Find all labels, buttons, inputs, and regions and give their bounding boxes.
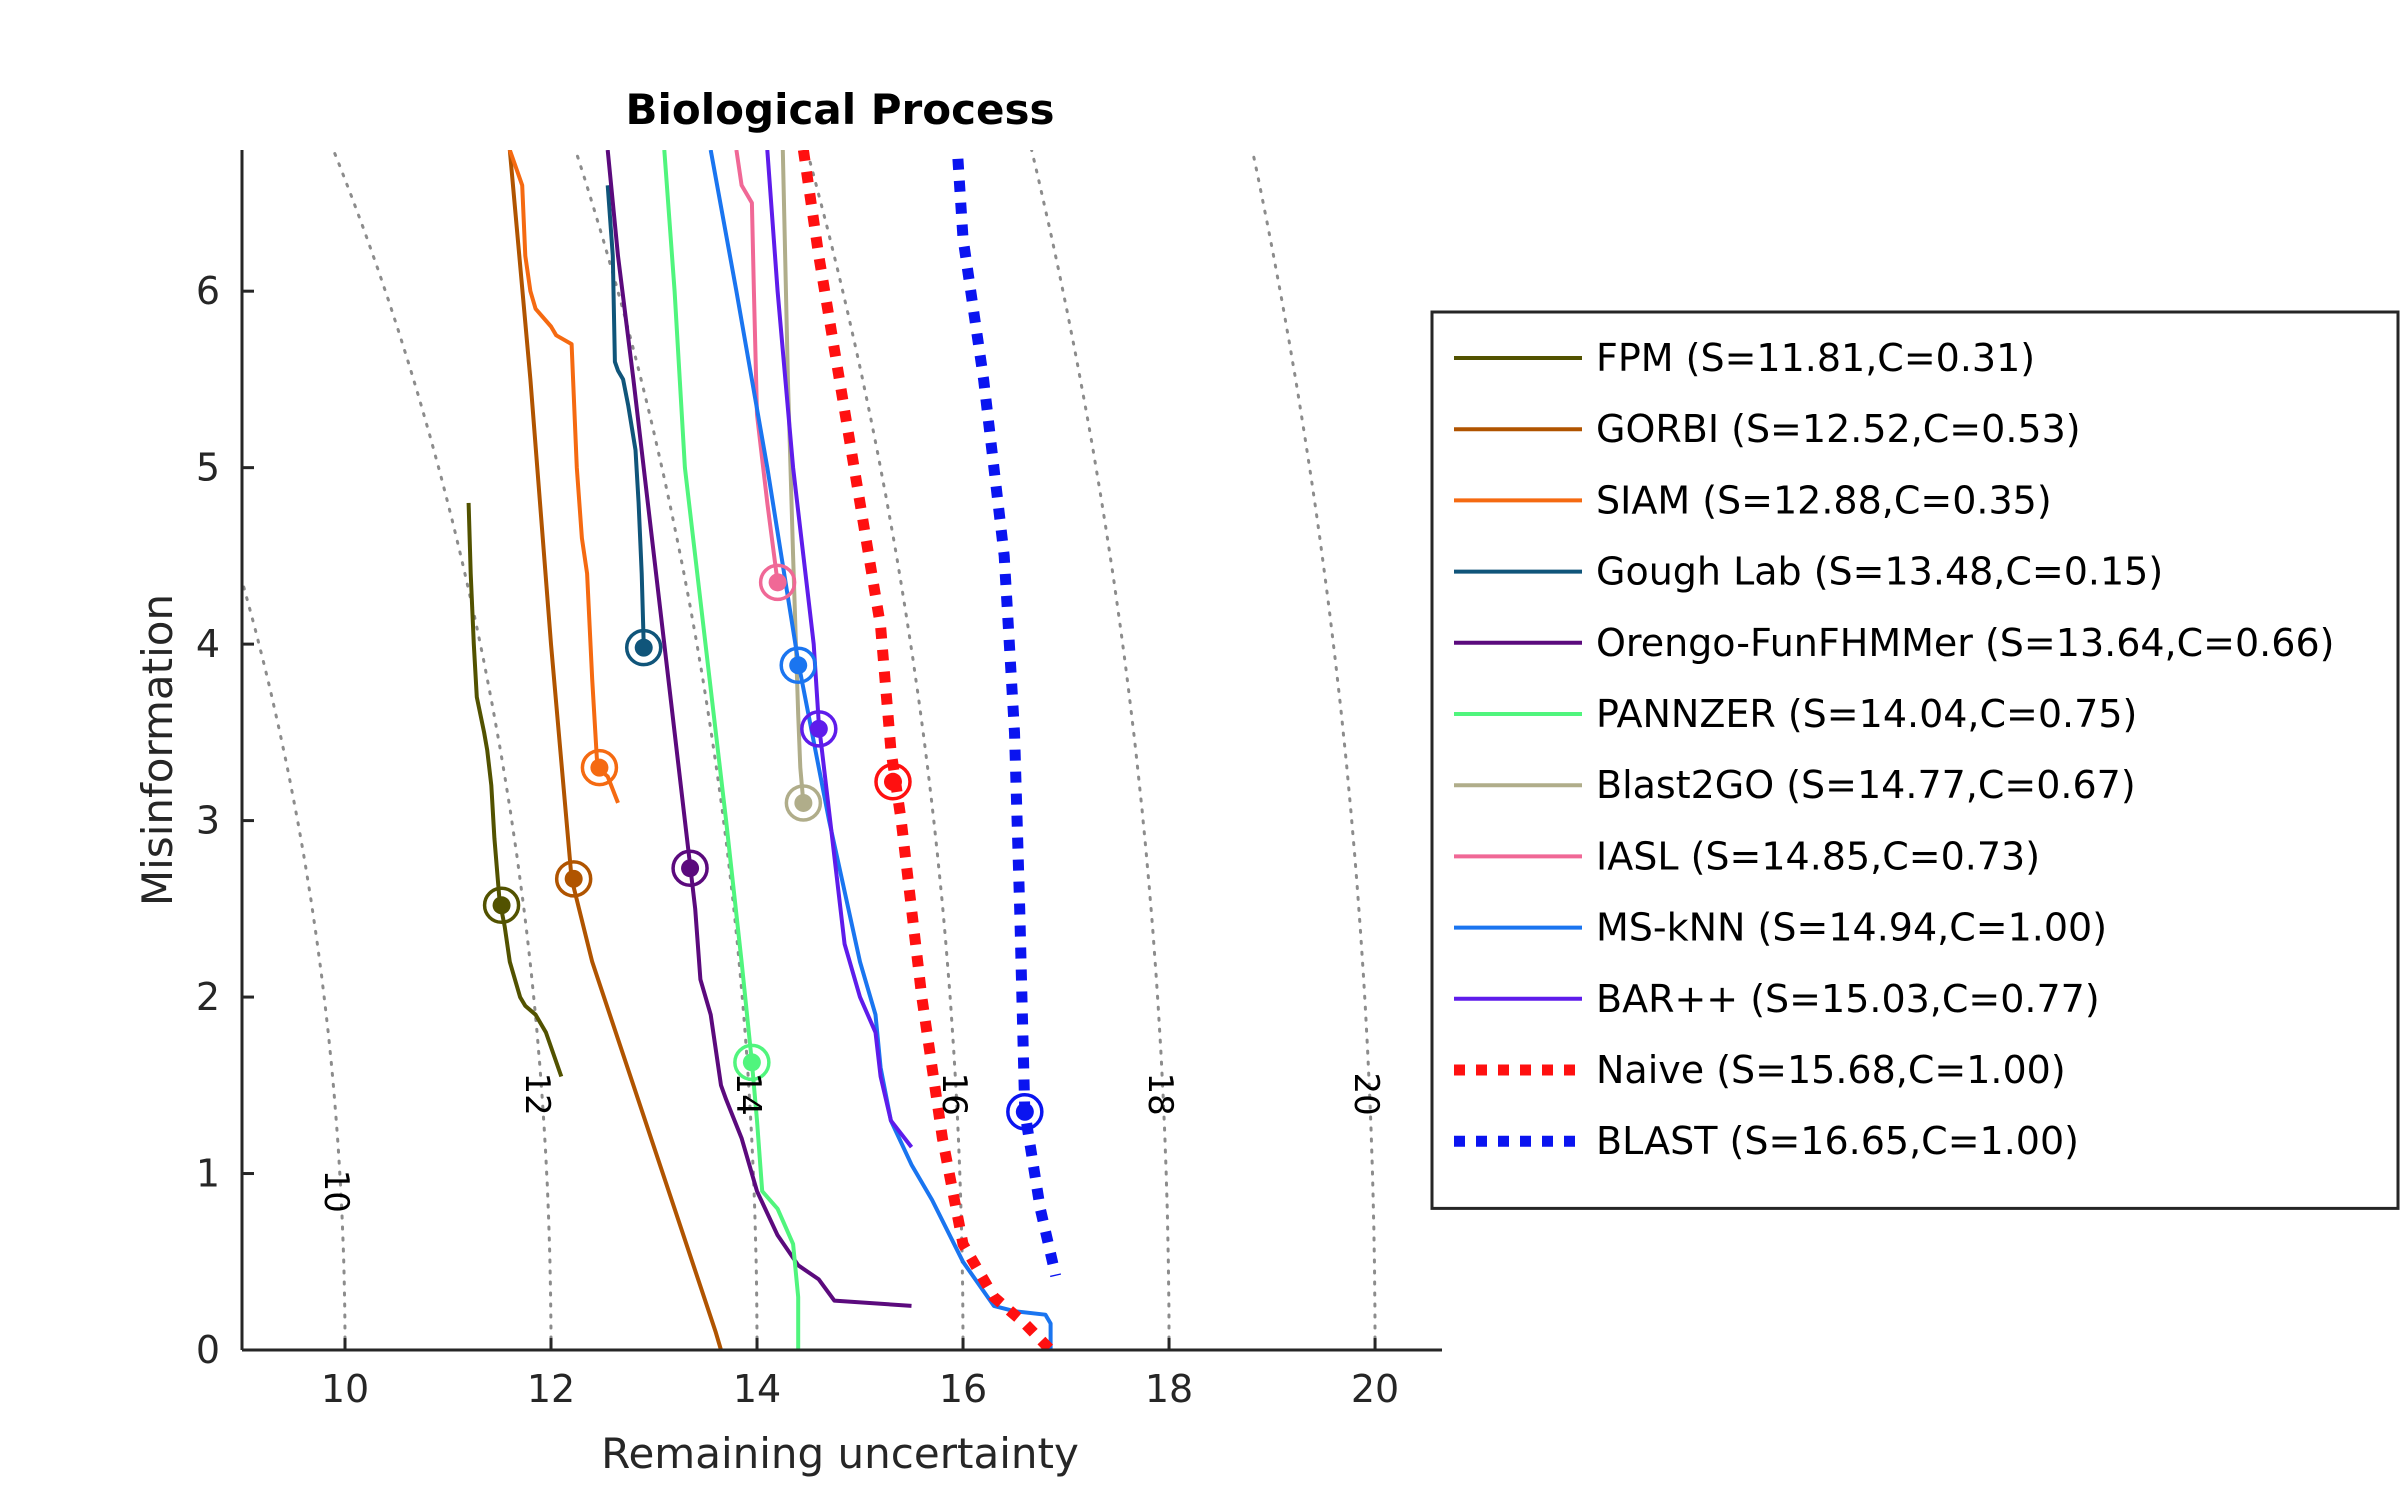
contour-label-20: 20 bbox=[1346, 1072, 1386, 1115]
chart-title: Biological Process bbox=[626, 85, 1055, 134]
y-tick-label-5: 5 bbox=[196, 446, 220, 490]
series-line-10 bbox=[765, 150, 914, 1149]
series-line-8 bbox=[734, 150, 780, 583]
legend-label-5: Orengo-FunFHMMer (S=13.64,C=0.66) bbox=[1596, 621, 2334, 665]
series-marker-10 bbox=[800, 710, 838, 748]
series-marker-7 bbox=[784, 784, 823, 822]
y-tick-label-6: 6 bbox=[196, 269, 220, 313]
contour-16 bbox=[805, 150, 965, 1350]
series-marker-2 bbox=[554, 860, 593, 898]
legend-label-1: FPM (S=11.81,C=0.31) bbox=[1596, 336, 2035, 380]
legend-label-3: SIAM (S=12.88,C=0.35) bbox=[1596, 478, 2052, 522]
iso-contour-layer bbox=[242, 150, 1377, 1350]
legend-label-11: Naive (S=15.68,C=1.00) bbox=[1596, 1048, 2066, 1092]
contour-label-18: 18 bbox=[1140, 1072, 1180, 1115]
legend-box bbox=[1430, 310, 2400, 1210]
contour-20 bbox=[1250, 150, 1377, 1350]
series-line-2 bbox=[507, 150, 723, 1350]
contour-label-14: 14 bbox=[728, 1072, 768, 1115]
y-tick-label-4: 4 bbox=[196, 622, 220, 666]
legend-label-9: MS-kNN (S=14.94,C=1.00) bbox=[1596, 906, 2107, 950]
series-marker-5 bbox=[671, 849, 709, 887]
series-marker-12 bbox=[1006, 1093, 1044, 1131]
contour-18 bbox=[1030, 150, 1171, 1350]
y-tick-label-1: 1 bbox=[196, 1152, 220, 1196]
x-tick-label-10: 10 bbox=[321, 1367, 369, 1411]
legend-label-12: BLAST (S=16.65,C=1.00) bbox=[1596, 1119, 2079, 1163]
contour-label-16: 16 bbox=[934, 1072, 974, 1115]
series-line-5 bbox=[605, 150, 912, 1308]
series-line-3 bbox=[507, 150, 620, 804]
series-line-11 bbox=[797, 150, 1055, 1350]
series-line-4 bbox=[605, 185, 646, 645]
series-layer bbox=[466, 150, 1062, 1350]
marker-layer bbox=[482, 563, 1044, 1131]
legend-label-10: BAR++ (S=15.03,C=0.77) bbox=[1596, 977, 2100, 1021]
series-marker-6 bbox=[733, 1043, 771, 1082]
series-marker-1 bbox=[482, 886, 521, 925]
series-marker-9 bbox=[779, 646, 817, 685]
x-axis-title: Remaining uncertainty bbox=[601, 1429, 1079, 1478]
series-marker-4 bbox=[624, 628, 663, 667]
x-tick-label-20: 20 bbox=[1351, 1367, 1399, 1411]
x-tick-label-14: 14 bbox=[733, 1367, 781, 1411]
series-marker-3 bbox=[580, 748, 619, 787]
y-axis-title: Misinformation bbox=[133, 594, 182, 906]
series-marker-8 bbox=[758, 563, 797, 602]
legend-label-2: GORBI (S=12.52,C=0.53) bbox=[1596, 407, 2081, 451]
series-marker-11 bbox=[874, 763, 912, 801]
y-tick-label-2: 2 bbox=[196, 975, 220, 1019]
legend-label-7: Blast2GO (S=14.77,C=0.67) bbox=[1596, 763, 2136, 807]
series-line-12 bbox=[952, 158, 1062, 1278]
contour-label-10: 10 bbox=[316, 1170, 356, 1213]
contour-10 bbox=[242, 575, 347, 1350]
y-tick-label-0: 0 bbox=[196, 1328, 220, 1372]
legend: FPM (S=11.81,C=0.31) GORBI (S=12.52,C=0.5… bbox=[1430, 310, 2400, 1210]
contour-12 bbox=[331, 150, 553, 1350]
x-tick-label-12: 12 bbox=[527, 1367, 575, 1411]
x-tick-label-16: 16 bbox=[939, 1367, 987, 1411]
contour-14 bbox=[574, 150, 759, 1350]
legend-label-8: IASL (S=14.85,C=0.73) bbox=[1596, 834, 2040, 878]
x-tick-label-18: 18 bbox=[1145, 1367, 1193, 1411]
series-line-6 bbox=[662, 150, 801, 1350]
legend-label-6: PANNZER (S=14.04,C=0.75) bbox=[1596, 692, 2137, 736]
legend-label-4: Gough Lab (S=13.48,C=0.15) bbox=[1596, 550, 2163, 594]
contour-label-12: 12 bbox=[517, 1072, 557, 1115]
y-tick-label-3: 3 bbox=[196, 799, 220, 843]
